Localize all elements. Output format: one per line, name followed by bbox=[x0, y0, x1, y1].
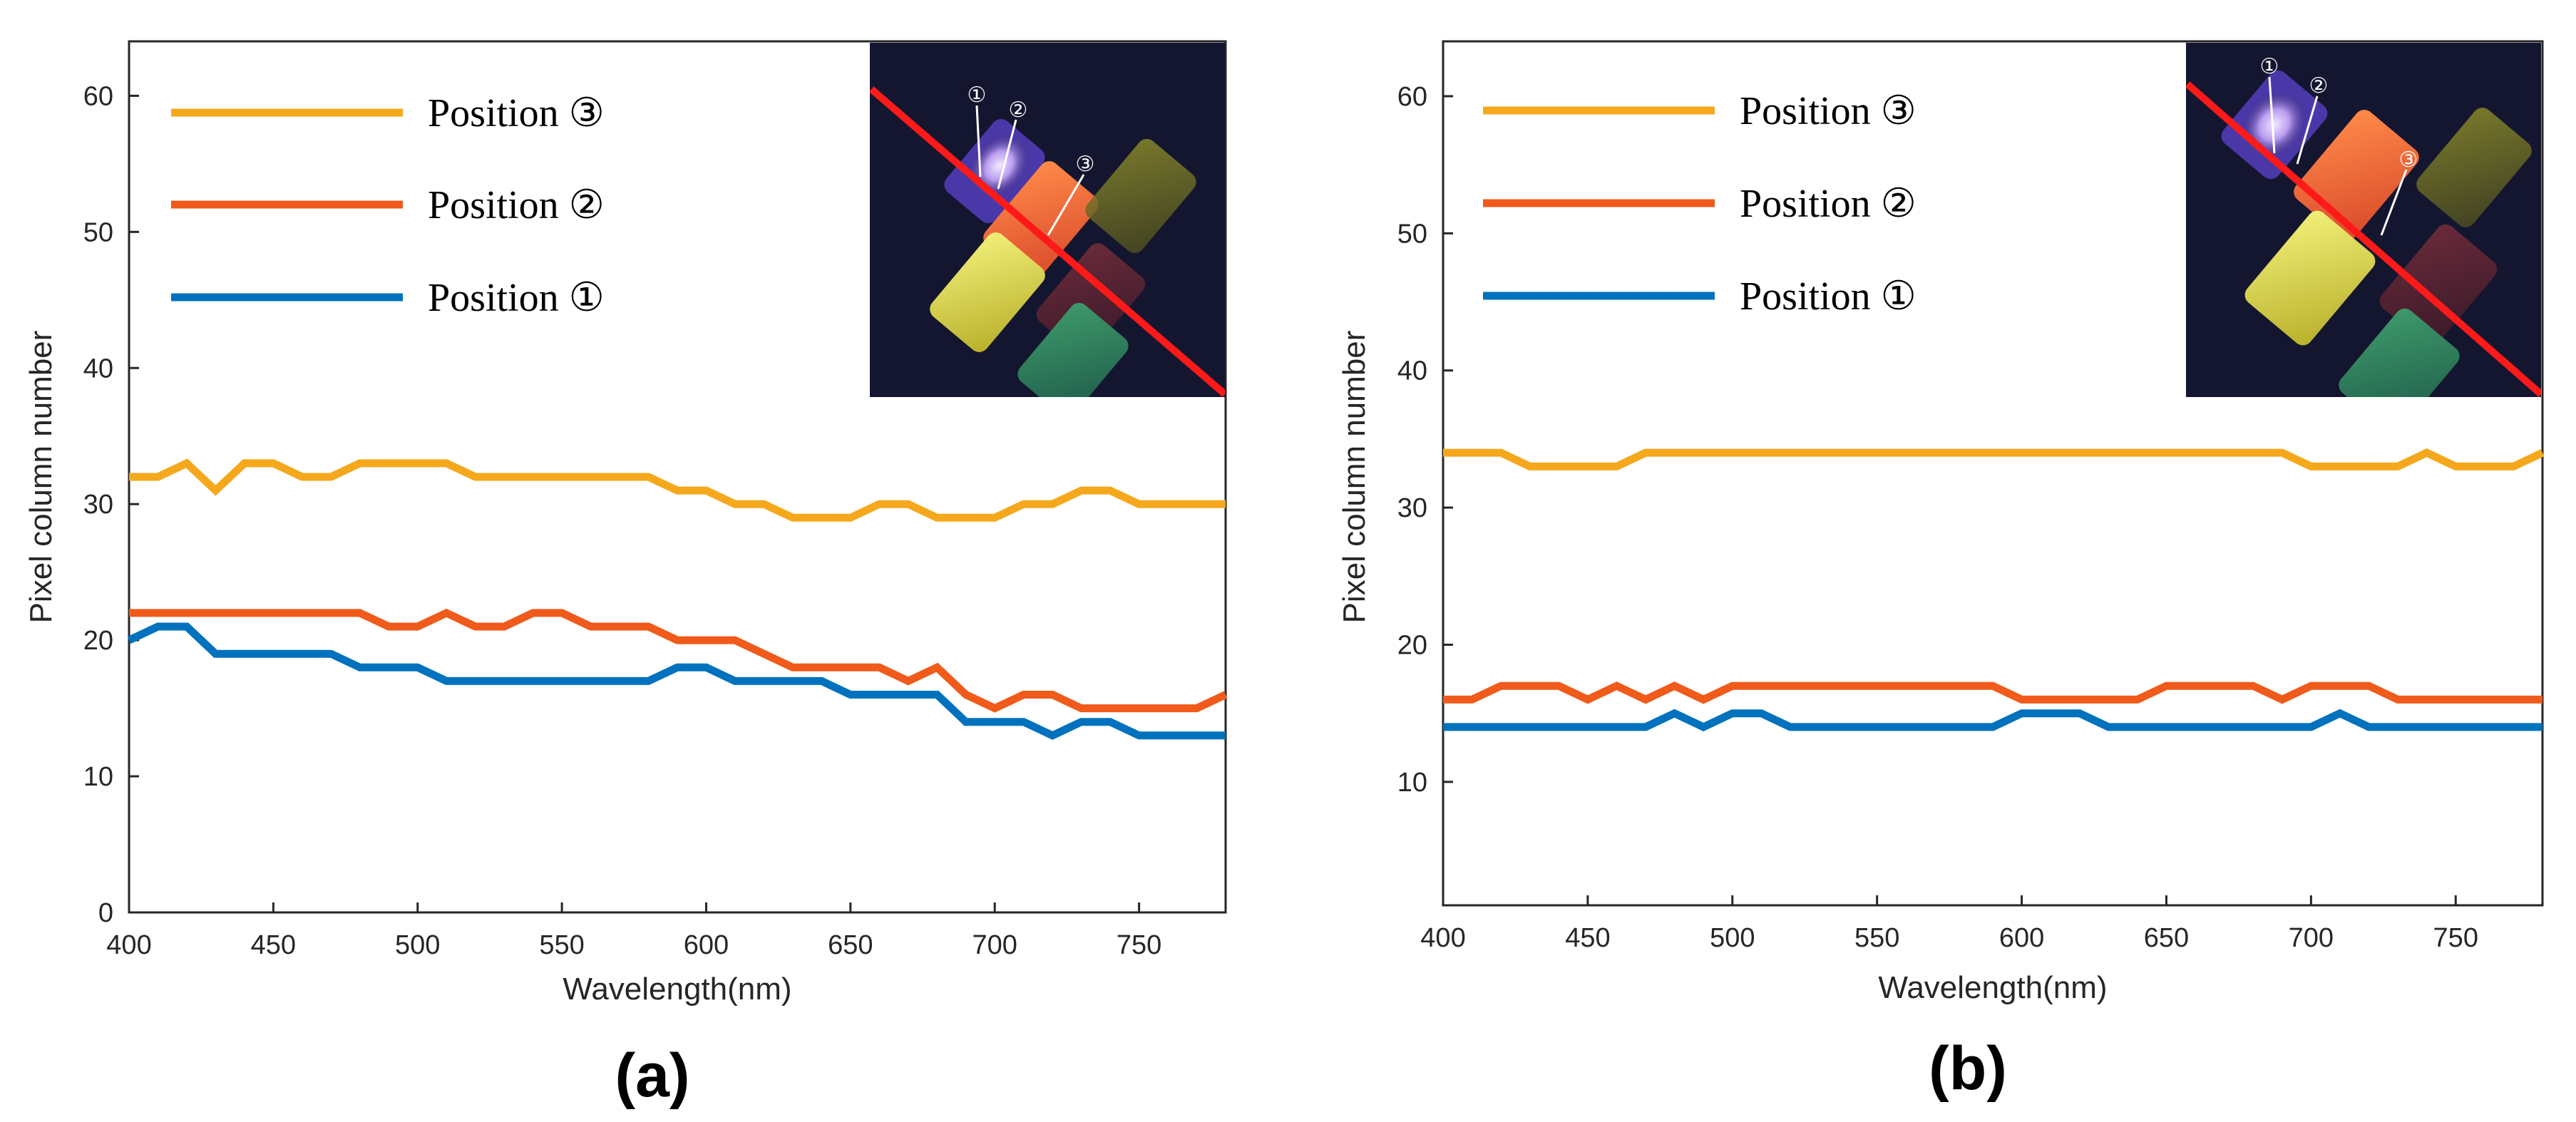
series-line-position3 bbox=[129, 458, 1226, 522]
series-line-position2 bbox=[129, 608, 1228, 713]
legend-label-position3: Position ③ bbox=[1740, 89, 1916, 133]
y-tick-label: 60 bbox=[83, 81, 113, 111]
x-tick-label: 650 bbox=[828, 930, 873, 960]
chart-panel-b: 10 20 30 40 50 60 400 450 500 550 600 650 700 750 bbox=[1337, 40, 2545, 1103]
y-axis-title-b: Pixel column number bbox=[1337, 331, 1372, 624]
chart-panel-a: 0 10 20 30 40 50 60 400 450 500 550 600 650 700 750 bbox=[24, 40, 1228, 1110]
x-tick-label: 450 bbox=[1565, 923, 1610, 953]
legend-label-position1: Position ① bbox=[1740, 274, 1916, 319]
color-patch-yellow bbox=[930, 232, 1045, 352]
inset-marker-1: ① bbox=[2260, 54, 2279, 79]
series-line-position2 bbox=[1443, 681, 2542, 704]
x-tick-label: 750 bbox=[1117, 930, 1161, 960]
x-tick-label: 400 bbox=[1420, 923, 1465, 953]
marker-leader-2 bbox=[2296, 96, 2319, 165]
color-patch-olive bbox=[2416, 108, 2532, 227]
x-axis-title-b: Wavelength(nm) bbox=[1878, 970, 2107, 1005]
inset-marker-1: ① bbox=[968, 83, 987, 108]
color-patch-olive bbox=[1085, 138, 1196, 254]
inset-photo-b: ① ② ③ bbox=[2186, 43, 2541, 397]
panel-label-b: (b) bbox=[1929, 1034, 2007, 1103]
x-tick-label: 400 bbox=[106, 930, 151, 960]
y-tick-label: 40 bbox=[83, 354, 113, 384]
inset-scan-line bbox=[870, 86, 1225, 397]
marker-leader-3 bbox=[2380, 169, 2408, 236]
y-tick-label: 20 bbox=[83, 626, 113, 656]
color-patch-yellow bbox=[2244, 210, 2376, 346]
x-tick-label: 600 bbox=[684, 930, 729, 960]
inset-marker-3: ③ bbox=[2399, 148, 2418, 173]
x-tick-label: 500 bbox=[1710, 923, 1755, 953]
color-patch-green bbox=[2339, 308, 2460, 397]
y-tick-label: 50 bbox=[83, 217, 113, 247]
x-tick-label: 550 bbox=[539, 930, 584, 960]
color-patch-green bbox=[1017, 302, 1129, 397]
legend-label-position2: Position ② bbox=[1740, 182, 1916, 226]
series-line-position1 bbox=[127, 622, 1226, 740]
inset-scan-line bbox=[2186, 81, 2541, 397]
inset-photo-a: ① ② ③ bbox=[870, 43, 1225, 397]
legend-label-position2: Position ② bbox=[428, 183, 605, 227]
y-tick-label: 10 bbox=[83, 762, 113, 792]
y-tick-label: 0 bbox=[98, 898, 113, 928]
x-tick-label: 550 bbox=[1854, 923, 1899, 953]
series-line-position1 bbox=[1443, 709, 2542, 731]
x-tick-label: 500 bbox=[395, 930, 440, 960]
panel-label-a: (a) bbox=[615, 1041, 689, 1110]
marker-leader-2 bbox=[997, 119, 1017, 190]
y-tick-label: 30 bbox=[83, 490, 113, 520]
legend-label-position3: Position ③ bbox=[428, 91, 605, 135]
inset-marker-2: ② bbox=[2309, 73, 2329, 98]
y-tick-label: 30 bbox=[1397, 493, 1427, 523]
marker-leader-1 bbox=[975, 105, 982, 177]
y-tick-label: 10 bbox=[1397, 768, 1427, 798]
x-tick-label: 700 bbox=[973, 930, 1017, 960]
legend-a: Position ③ Position ② Position ① bbox=[171, 91, 605, 320]
inset-marker-2: ② bbox=[1009, 98, 1028, 123]
y-tick-label: 60 bbox=[1397, 82, 1427, 112]
y-tick-label: 20 bbox=[1397, 630, 1427, 660]
x-axis-title-a: Wavelength(nm) bbox=[563, 972, 791, 1007]
x-tick-label: 600 bbox=[1999, 923, 2044, 953]
x-tick-label: 750 bbox=[2433, 923, 2478, 953]
x-tick-label: 650 bbox=[2144, 923, 2189, 953]
y-axis-title-a: Pixel column number bbox=[24, 331, 58, 624]
x-tick-label: 450 bbox=[251, 930, 296, 960]
y-tick-label: 50 bbox=[1397, 219, 1427, 249]
marker-leader-3 bbox=[1047, 174, 1085, 236]
y-tick-label: 40 bbox=[1397, 356, 1427, 386]
x-tick-label: 700 bbox=[2289, 923, 2334, 953]
inset-marker-3: ③ bbox=[1076, 152, 1095, 177]
marker-leader-1 bbox=[2268, 76, 2276, 154]
legend-b: Position ③ Position ② Position ① bbox=[1483, 89, 1916, 319]
legend-label-position1: Position ① bbox=[428, 276, 605, 320]
series-line-position3 bbox=[1443, 448, 2545, 470]
